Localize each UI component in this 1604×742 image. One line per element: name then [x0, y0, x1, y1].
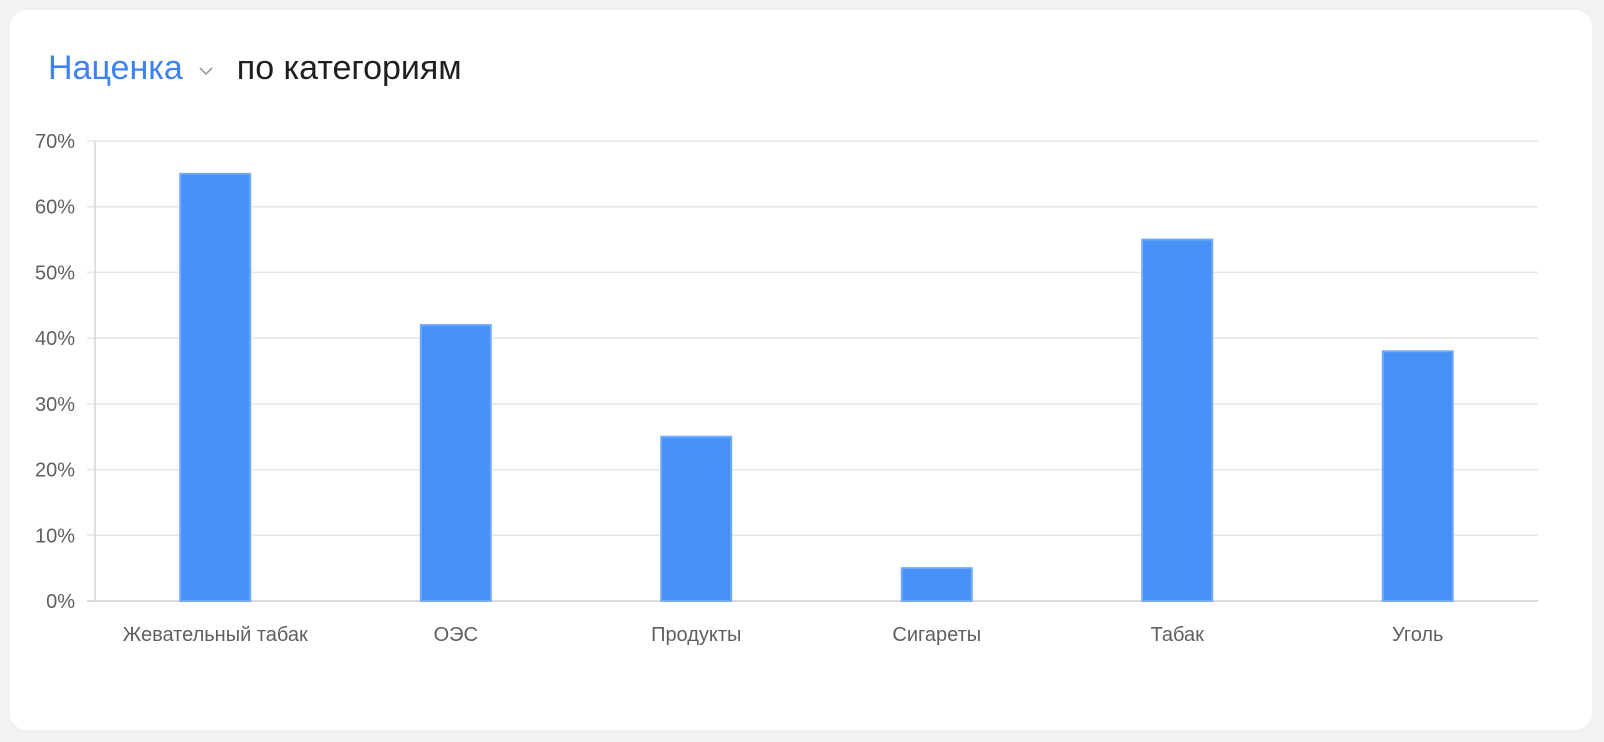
y-tick-label: 0%	[46, 591, 75, 613]
bar-3[interactable]	[900, 567, 973, 603]
bar-5[interactable]	[1381, 350, 1454, 602]
y-axis-ticks: 0% 10% 20% 30% 40% 50% 60% 70%	[35, 131, 75, 613]
chevron-down-icon[interactable]	[197, 62, 215, 80]
y-tick-label: 40%	[35, 328, 75, 350]
gridlines	[87, 140, 1538, 602]
chart-title: по категориям	[236, 49, 462, 87]
x-tick-label: Жевательный табак	[123, 624, 308, 646]
x-tick-label: ОЭС	[434, 624, 478, 646]
bar-4[interactable]	[1141, 238, 1214, 602]
x-tick-label: Сигареты	[892, 624, 981, 646]
bar-1[interactable]	[419, 324, 492, 602]
chart-header: Наценка по категориям	[48, 46, 462, 90]
bar-0[interactable]	[179, 172, 252, 602]
bars	[179, 172, 1454, 603]
y-tick-label: 50%	[35, 262, 75, 284]
y-tick-label: 70%	[35, 131, 75, 153]
y-tick-label: 60%	[35, 197, 75, 219]
y-tick-label: 30%	[35, 394, 75, 416]
bar-chart: 0% 10% 20% 30% 40% 50% 60% 70% Жевательный таба…	[35, 131, 1538, 646]
x-axis-ticks: Жевательный табак ОЭС Продукты Сигареты Таба…	[123, 624, 1444, 646]
metric-label[interactable]: Наценка	[48, 49, 183, 87]
chart-card: Наценка по категориям 0% 10% 20% 30% 40% 50% 6…	[10, 10, 1592, 730]
x-tick-label: Уголь	[1392, 624, 1443, 646]
y-tick-label: 10%	[35, 525, 75, 547]
x-tick-label: Продукты	[651, 624, 741, 646]
bar-2[interactable]	[660, 435, 733, 603]
y-tick-label: 20%	[35, 460, 75, 482]
metric-dropdown[interactable]: Наценка	[48, 46, 215, 90]
x-tick-label: Табак	[1151, 624, 1205, 646]
